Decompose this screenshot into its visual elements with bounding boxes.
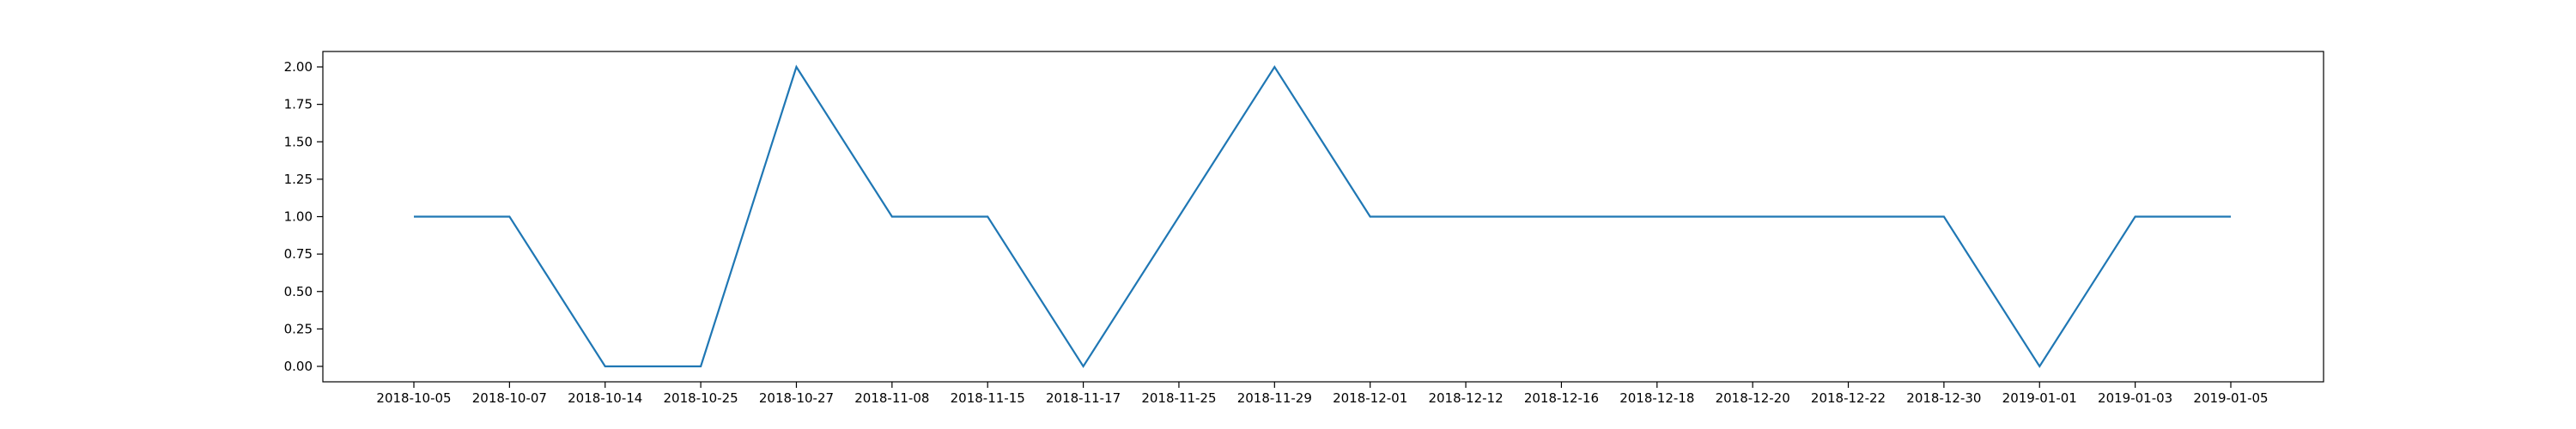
x-tick-label: 2018-12-30	[1906, 390, 1981, 406]
x-tick-label: 2018-10-25	[664, 390, 738, 406]
x-tick-label: 2018-12-12	[1428, 390, 1503, 406]
plot-frame	[322, 51, 2324, 383]
x-tick-label: 2018-12-01	[1333, 390, 1407, 406]
x-tick-label: 2018-12-20	[1716, 390, 1790, 406]
y-axis: 0.00 0.25 0.50 0.75 1.00 1.25 1.50 1.75 2.00	[284, 59, 323, 374]
y-tick-label: 1.75	[284, 97, 313, 112]
x-axis: 2018-10-05 2018-10-07 2018-10-14 2018-10-25…	[376, 382, 2269, 406]
x-tick-label: 2018-11-17	[1046, 390, 1121, 406]
y-tick-label: 1.50	[284, 134, 313, 149]
x-tick-label: 2018-11-08	[854, 390, 929, 406]
x-tick-label: 2018-10-27	[759, 390, 834, 406]
y-tick-label: 2.00	[284, 59, 313, 75]
series-line-0	[414, 64, 2231, 369]
y-tick-label: 0.25	[284, 321, 313, 336]
x-tick-label: 2018-11-25	[1141, 390, 1216, 406]
x-tick-label: 2018-12-18	[1619, 390, 1694, 406]
y-tick-label: 0.00	[284, 359, 313, 374]
y-tick-label: 0.75	[284, 246, 313, 262]
x-tick-label: 2018-12-16	[1524, 390, 1599, 406]
y-tick-label: 0.50	[284, 284, 313, 299]
y-tick-label: 1.25	[284, 172, 313, 187]
x-tick-label: 2019-01-05	[2193, 390, 2268, 406]
x-tick-label: 2018-10-07	[472, 390, 547, 406]
x-tick-label: 2019-01-01	[2002, 390, 2077, 406]
y-tick-label: 1.00	[284, 209, 313, 225]
x-tick-label: 2018-12-22	[1811, 390, 1886, 406]
series-group	[414, 64, 2231, 369]
x-tick-label: 2018-11-29	[1237, 390, 1312, 406]
x-tick-label: 2018-11-15	[951, 390, 1025, 406]
x-tick-label: 2018-10-14	[568, 390, 642, 406]
x-tick-label: 2018-10-05	[376, 390, 451, 406]
x-tick-label: 2019-01-03	[2098, 390, 2172, 406]
